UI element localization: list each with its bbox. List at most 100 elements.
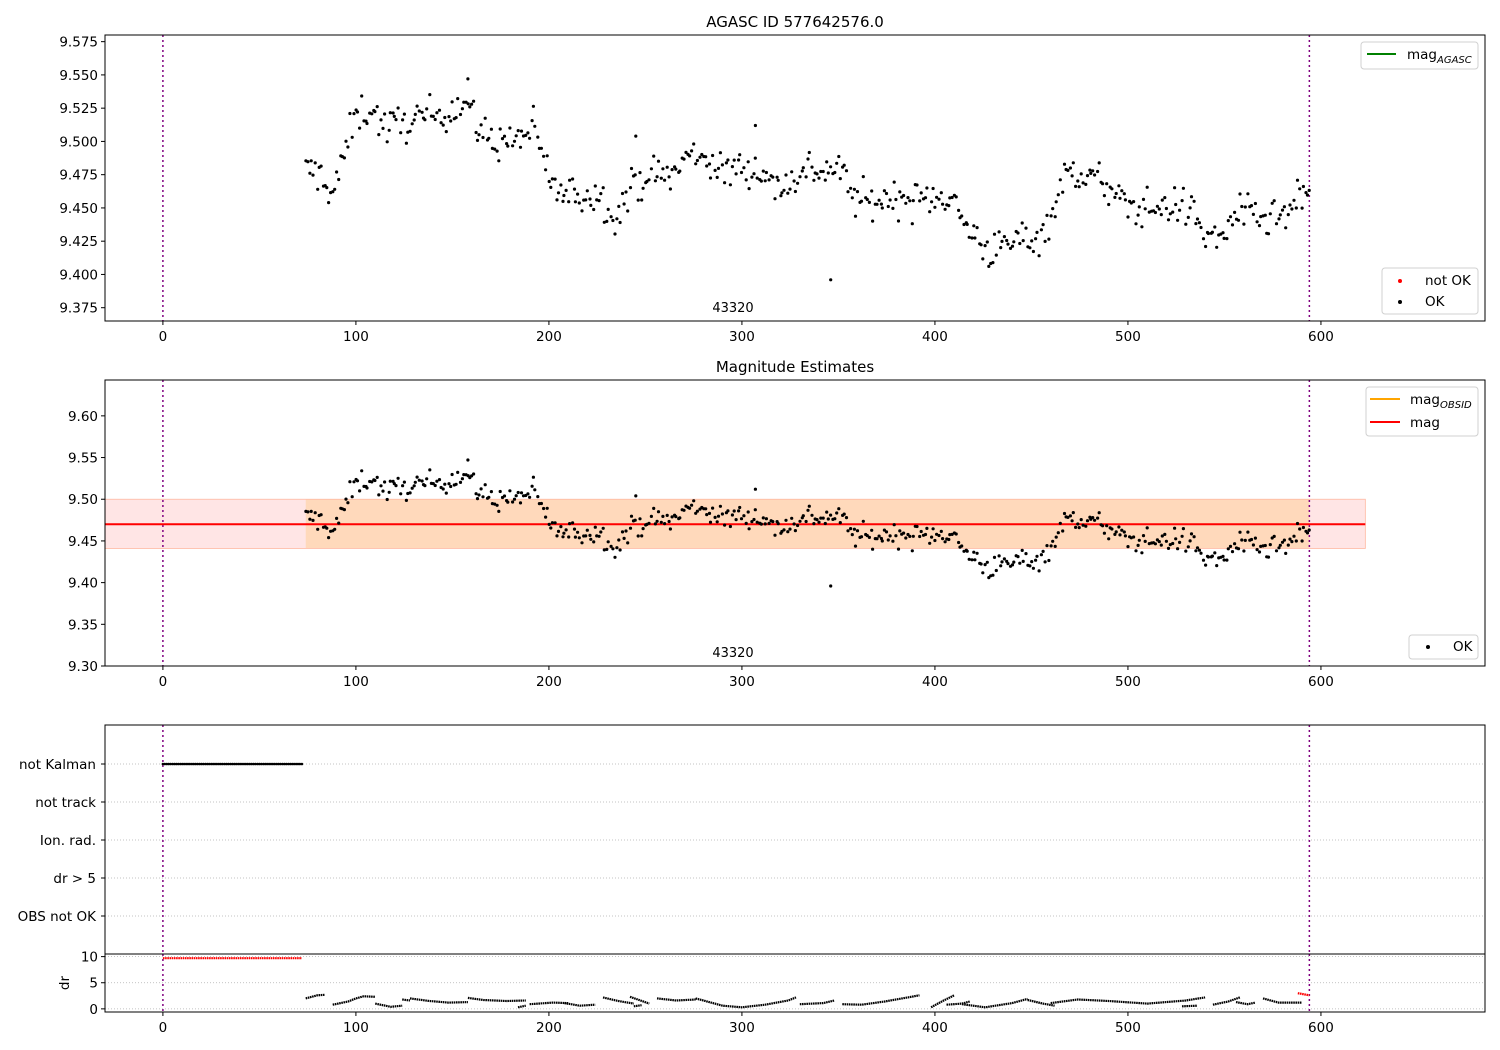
- data-point: [1300, 539, 1304, 543]
- data-point: [776, 522, 780, 526]
- legend-marker-ok: [1426, 645, 1430, 649]
- data-point: [933, 205, 937, 209]
- data-point: [626, 541, 630, 545]
- data-point: [965, 222, 969, 226]
- data-point: [1174, 202, 1178, 207]
- data-point: [844, 516, 849, 520]
- data-point: [1166, 218, 1171, 222]
- data-point: [981, 571, 985, 575]
- data-point: [518, 145, 523, 149]
- flag-point: [248, 762, 252, 766]
- data-point: [1114, 191, 1118, 196]
- data-point: [580, 541, 584, 545]
- y-tick-label: 9.35: [68, 617, 98, 633]
- data-point: [601, 526, 605, 530]
- dr-segment-black: [633, 1004, 642, 1008]
- data-point: [708, 176, 713, 180]
- flag-point: [225, 762, 228, 766]
- data-point: [954, 195, 958, 199]
- data-point: [1176, 218, 1180, 222]
- data-point: [1180, 534, 1184, 538]
- data-point: [1043, 239, 1047, 243]
- data-point: [556, 529, 561, 534]
- data-point: [439, 121, 443, 125]
- data-point: [1018, 241, 1022, 246]
- data-point: [365, 486, 369, 490]
- flag-point: [260, 762, 263, 766]
- data-point: [700, 152, 704, 157]
- flag-point: [215, 762, 219, 766]
- data-point: [1153, 542, 1157, 546]
- data-point: [1304, 191, 1308, 195]
- data-point: [1120, 528, 1124, 532]
- x-tick-label: 300: [729, 1020, 755, 1036]
- data-point: [530, 484, 534, 488]
- data-point: [1189, 195, 1194, 199]
- data-point: [1176, 547, 1180, 551]
- data-point: [767, 521, 771, 526]
- data-point: [835, 511, 839, 515]
- data-point: [1051, 539, 1055, 543]
- data-point: [915, 183, 919, 187]
- flag-point: [204, 762, 207, 766]
- y-tick-label: 9.55: [68, 451, 98, 467]
- data-point: [1251, 212, 1255, 216]
- data-point: [708, 520, 713, 524]
- data-point: [1101, 182, 1105, 186]
- data-point: [396, 106, 400, 110]
- data-point: [737, 158, 741, 162]
- data-point: [383, 112, 387, 116]
- dr-segment-black: [602, 996, 634, 1005]
- data-point: [732, 158, 736, 162]
- data-point: [728, 524, 733, 529]
- data-point: [1228, 544, 1233, 549]
- data-point: [764, 170, 769, 175]
- data-point: [694, 162, 698, 166]
- data-point: [435, 479, 439, 483]
- data-point: [1164, 539, 1168, 543]
- data-point: [573, 200, 578, 204]
- flag-point: [294, 762, 298, 766]
- panel2-legend-mag: magOBSID mag: [1365, 386, 1479, 437]
- data-point: [1005, 238, 1009, 243]
- data-point: [358, 489, 362, 493]
- data-point: [1186, 215, 1190, 219]
- data-point: [1000, 560, 1004, 564]
- data-point: [327, 201, 331, 205]
- data-point: [695, 509, 700, 513]
- data-point: [1184, 222, 1188, 226]
- data-point: [886, 204, 890, 209]
- data-point: [514, 494, 518, 498]
- x-tick-label: 100: [343, 674, 369, 690]
- panel1-points: [304, 77, 1311, 282]
- data-point: [477, 133, 481, 137]
- data-point: [915, 524, 919, 529]
- data-point: [633, 518, 637, 522]
- data-point: [1041, 549, 1045, 554]
- x-tick-label: 600: [1308, 1020, 1334, 1036]
- data-point: [408, 129, 412, 133]
- data-point: [728, 183, 733, 187]
- data-point: [1031, 249, 1035, 254]
- panel3-points: [161, 762, 304, 766]
- data-point: [387, 490, 391, 494]
- data-point: [1105, 524, 1109, 528]
- flag-point: [285, 762, 288, 766]
- data-point: [647, 178, 651, 182]
- data-point: [886, 538, 890, 542]
- data-point: [911, 199, 915, 203]
- data-point: [663, 178, 667, 182]
- data-point: [1068, 166, 1072, 170]
- y-tick-label: 9.40: [68, 576, 98, 592]
- data-point: [1240, 538, 1244, 542]
- data-point: [1178, 540, 1182, 545]
- flag-point: [296, 762, 300, 766]
- data-point: [782, 188, 786, 192]
- data-point: [337, 177, 341, 182]
- data-point: [531, 475, 536, 479]
- data-point: [1240, 204, 1244, 209]
- data-point: [472, 99, 476, 103]
- data-point: [337, 521, 341, 525]
- data-point: [1066, 515, 1070, 520]
- data-point: [1230, 223, 1235, 227]
